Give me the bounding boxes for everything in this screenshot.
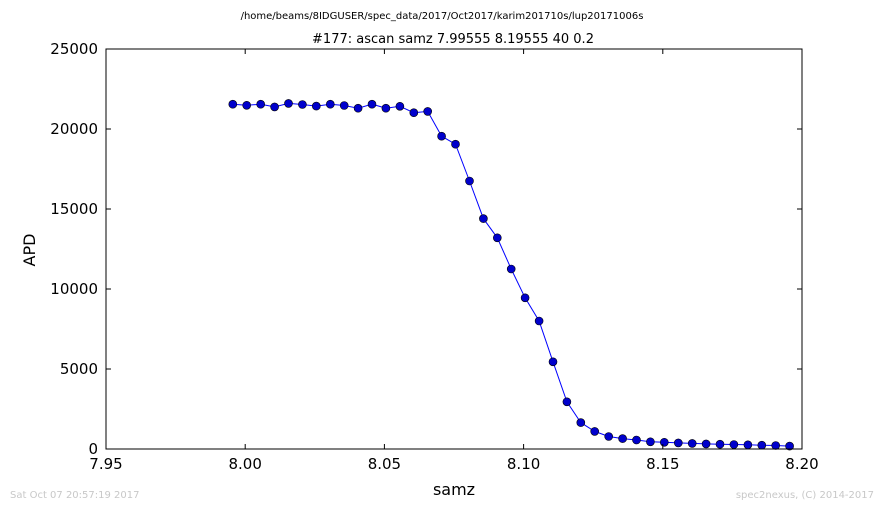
x-axis: 7.95 8.00 8.05 8.10 8.15 8.20 [89, 49, 819, 473]
footer-timestamp: Sat Oct 07 20:57:19 2017 [10, 490, 140, 501]
plot-frame [105, 48, 803, 450]
data-point [701, 439, 711, 449]
x-tick-label: 8.20 [785, 455, 818, 473]
y-axis-label: APD [20, 234, 39, 267]
data-point [270, 102, 279, 112]
data-point [576, 418, 586, 427]
x-tick-label: 8.10 [507, 455, 540, 473]
y-tick-label: 10000 [50, 280, 98, 298]
data-point [367, 99, 377, 109]
data-point [325, 99, 335, 109]
data-point [492, 233, 502, 243]
data-point [298, 100, 307, 109]
x-tick-label: 8.00 [228, 455, 261, 473]
data-point [437, 131, 446, 141]
data-point [520, 293, 530, 303]
y-tick-label: 20000 [50, 120, 98, 138]
data-point [228, 99, 238, 109]
y-tick-label: 25000 [50, 40, 98, 58]
data-point [618, 434, 627, 443]
data-point [604, 432, 614, 441]
data-point [590, 427, 600, 436]
data-point [785, 441, 794, 451]
data-point [562, 397, 572, 407]
x-axis-label: samz [433, 480, 475, 499]
x-tick-label: 7.95 [89, 455, 122, 473]
data-point [757, 440, 767, 450]
data-point [659, 437, 669, 447]
data-point [395, 102, 405, 111]
y-tick-label: 5000 [60, 360, 98, 378]
footer-credit: spec2nexus, (C) 2014-2017 [735, 490, 874, 501]
data-point [687, 439, 697, 448]
data-point [451, 139, 460, 149]
data-point [548, 357, 558, 367]
data-point [506, 264, 516, 274]
data-point [256, 99, 266, 109]
plot-area [228, 99, 794, 451]
data-point [339, 101, 349, 110]
data-point [353, 103, 363, 113]
data-point [284, 99, 293, 108]
data-point [311, 101, 321, 111]
y-tick-label: 0 [88, 440, 98, 458]
data-point [743, 440, 753, 450]
chart-suptitle: /home/beams/8IDGUSER/spec_data/2017/Oct2… [241, 11, 644, 22]
data-point [423, 107, 433, 116]
data-point [771, 441, 781, 450]
data-point [646, 437, 655, 447]
series-line [232, 102, 790, 447]
x-tick-label: 8.15 [646, 455, 679, 473]
data-point [632, 435, 641, 445]
data-point [715, 439, 725, 449]
data-point [479, 214, 488, 223]
data-point [242, 101, 251, 110]
data-point [409, 108, 419, 117]
y-axis: 0 5000 10000 15000 20000 25000 [50, 40, 802, 458]
x-tick-label: 8.05 [368, 455, 401, 473]
y-tick-label: 15000 [50, 200, 98, 218]
data-point [729, 440, 739, 449]
data-point [381, 103, 391, 113]
data-point [465, 176, 474, 186]
chart-title: #177: ascan samz 7.99555 8.19555 40 0.2 [312, 32, 594, 47]
data-point [534, 316, 544, 326]
data-point [673, 438, 683, 448]
